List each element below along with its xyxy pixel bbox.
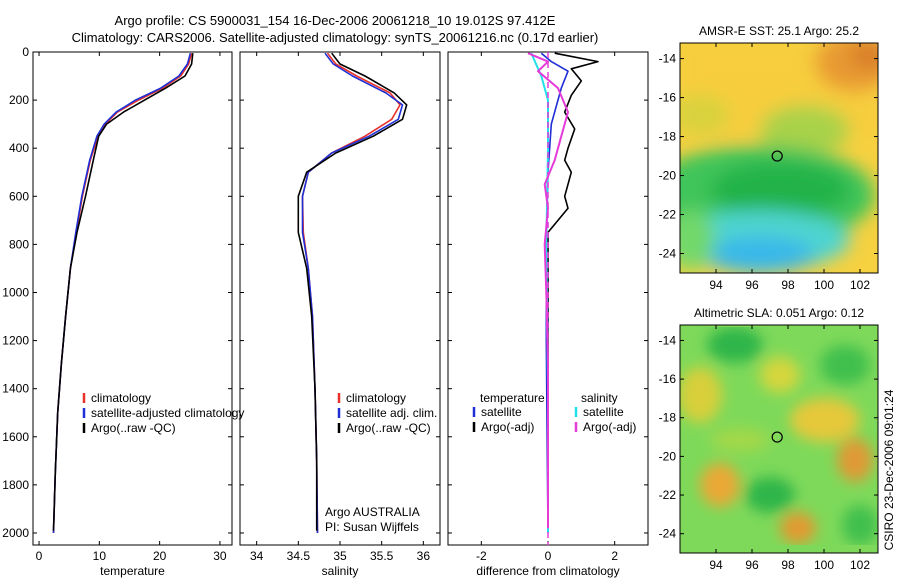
x-tick-label: 34 [250, 549, 264, 563]
legend-label: Argo(-adj) [583, 420, 636, 434]
x-tick-label: 98 [781, 558, 795, 572]
legend-heading: salinity [581, 391, 618, 405]
y-tick-label: -24 [659, 247, 677, 261]
y-tick-label: -24 [659, 527, 677, 541]
series-line [527, 52, 569, 529]
y-tick-label: -14 [659, 333, 677, 347]
credit-text: CSIRO 23-Dec-2006 09:01:24 [882, 389, 896, 550]
legend-label: Argo(..raw -QC) [91, 421, 176, 435]
sla-heatmap [680, 325, 878, 553]
y-tick-label: 200 [9, 93, 29, 107]
y-tick-label: 800 [9, 237, 29, 251]
map-title: Altimetric SLA: 0.051 Argo: 0.12 [694, 306, 864, 320]
series-line [547, 52, 599, 529]
x-tick-label: 102 [850, 558, 870, 572]
x-axis-label: salinity [322, 564, 359, 578]
series-group [297, 52, 408, 534]
plot-frame-temperature-profile [32, 51, 233, 546]
y-tick-label: 1000 [2, 285, 29, 299]
x-tick-label: 0 [545, 549, 552, 563]
series-line [297, 52, 408, 531]
x-tick-label: 30 [213, 549, 227, 563]
y-tick-label: 1600 [2, 430, 29, 444]
x-tick-label: 0 [36, 549, 43, 563]
x-tick-label: 35.5 [370, 549, 394, 563]
x-tick-label: 98 [781, 278, 795, 292]
figure-title-line2: Climatology: CARS2006. Satellite-adjuste… [72, 30, 599, 45]
y-tick-label: -18 [659, 411, 677, 425]
y-tick-label: 1200 [2, 334, 29, 348]
x-tick-label: 102 [850, 278, 870, 292]
y-tick-label: 400 [9, 141, 29, 155]
map-frame [679, 324, 879, 554]
annotation-text: PI: Susan Wijffels [325, 520, 419, 534]
y-tick-label: -20 [659, 169, 677, 183]
x-tick-label: 20 [153, 549, 167, 563]
sst-heatmap [680, 43, 878, 273]
legend-label: climatology [346, 391, 406, 405]
x-tick-label: 36 [417, 549, 431, 563]
annotation-text: Argo AUSTRALIA [325, 505, 420, 519]
legend-label: satellite [481, 405, 522, 419]
x-tick-label: 2 [611, 549, 618, 563]
y-tick-label: -22 [659, 208, 677, 222]
y-tick-label: -18 [659, 130, 677, 144]
x-tick-label: 94 [709, 558, 723, 572]
x-tick-label: -2 [476, 549, 487, 563]
y-tick-label: 1800 [2, 478, 29, 492]
map-title: AMSR-E SST: 25.1 Argo: 25.2 [699, 24, 859, 38]
y-tick-label: 600 [9, 189, 29, 203]
x-axis-label: difference from climatology [476, 564, 619, 578]
x-tick-label: 34.5 [287, 549, 311, 563]
series-group [527, 52, 599, 534]
figure-title-line1: Argo profile: CS 5900031_154 16-Dec-2006… [115, 13, 556, 28]
legend-label: Argo(..raw -QC) [346, 421, 431, 435]
legend-label: satellite [583, 405, 624, 419]
x-tick-label: 94 [709, 278, 723, 292]
map-frame [679, 42, 879, 274]
y-tick-label: 1400 [2, 382, 29, 396]
argo-location-marker [771, 431, 783, 443]
y-tick-label: -14 [659, 52, 677, 66]
legend-label: satellite adj. clim. [346, 406, 437, 420]
argo-location-marker [771, 150, 783, 162]
y-tick-label: 0 [22, 45, 29, 59]
y-tick-label: -20 [659, 449, 677, 463]
plot-frame-salinity-profile [239, 51, 441, 546]
x-tick-label: 96 [745, 558, 759, 572]
y-tick-label: -22 [659, 488, 677, 502]
legend-heading: temperature [480, 391, 545, 405]
y-tick-label: -16 [659, 372, 677, 386]
legend-label: climatology [91, 391, 151, 405]
y-tick-label: 2000 [2, 526, 29, 540]
x-axis-label: temperature [100, 564, 165, 578]
series-line [52, 52, 193, 534]
x-tick-label: 10 [93, 549, 107, 563]
series-line [52, 52, 192, 534]
y-tick-label: -16 [659, 91, 677, 105]
series-line [52, 53, 194, 531]
legend-label: satellite-adjusted climatology [91, 406, 244, 420]
x-tick-label: 100 [814, 278, 834, 292]
series-group [52, 52, 194, 534]
legend-label: Argo(-adj) [481, 420, 534, 434]
x-tick-label: 35 [333, 549, 347, 563]
x-tick-label: 100 [814, 558, 834, 572]
x-tick-label: 96 [745, 278, 759, 292]
